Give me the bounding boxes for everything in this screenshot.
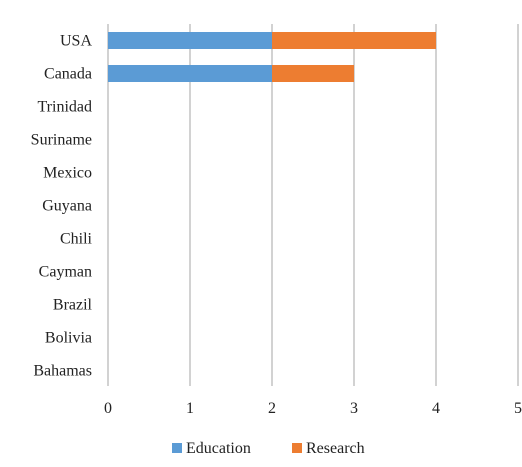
category-labels: USA Canada Trinidad Suriname Mexico Guyana Chi…: [31, 33, 93, 380]
bar-education: [108, 32, 272, 49]
gridlines: [107, 24, 519, 386]
category-label: USA: [60, 33, 92, 50]
x-tick-labels: 0 1 2 3 4 5: [104, 400, 522, 417]
x-tick-label: 4: [432, 400, 440, 417]
category-label: Suriname: [31, 132, 92, 149]
x-tick-label: 0: [104, 400, 112, 417]
legend-swatch-education: [172, 443, 182, 453]
x-tick-label: 5: [514, 400, 522, 417]
bar-education: [108, 65, 272, 82]
x-tick-label: 1: [186, 400, 194, 417]
category-label: Chili: [60, 231, 93, 248]
category-label: Brazil: [53, 297, 93, 314]
bars: [108, 32, 436, 82]
legend-label-research: Research: [306, 440, 365, 457]
legend: Education Research: [172, 440, 365, 457]
bar-research: [272, 65, 354, 82]
bar-research: [272, 32, 436, 49]
category-label: Mexico: [43, 165, 92, 182]
category-label: Cayman: [39, 264, 92, 281]
legend-swatch-research: [292, 443, 302, 453]
category-label: Bahamas: [33, 363, 92, 380]
x-tick-label: 2: [268, 400, 276, 417]
x-tick-label: 3: [350, 400, 358, 417]
category-label: Guyana: [42, 198, 92, 215]
legend-label-education: Education: [186, 440, 251, 457]
category-label: Bolivia: [45, 330, 92, 347]
category-label: Trinidad: [37, 99, 92, 116]
category-label: Canada: [44, 66, 92, 83]
